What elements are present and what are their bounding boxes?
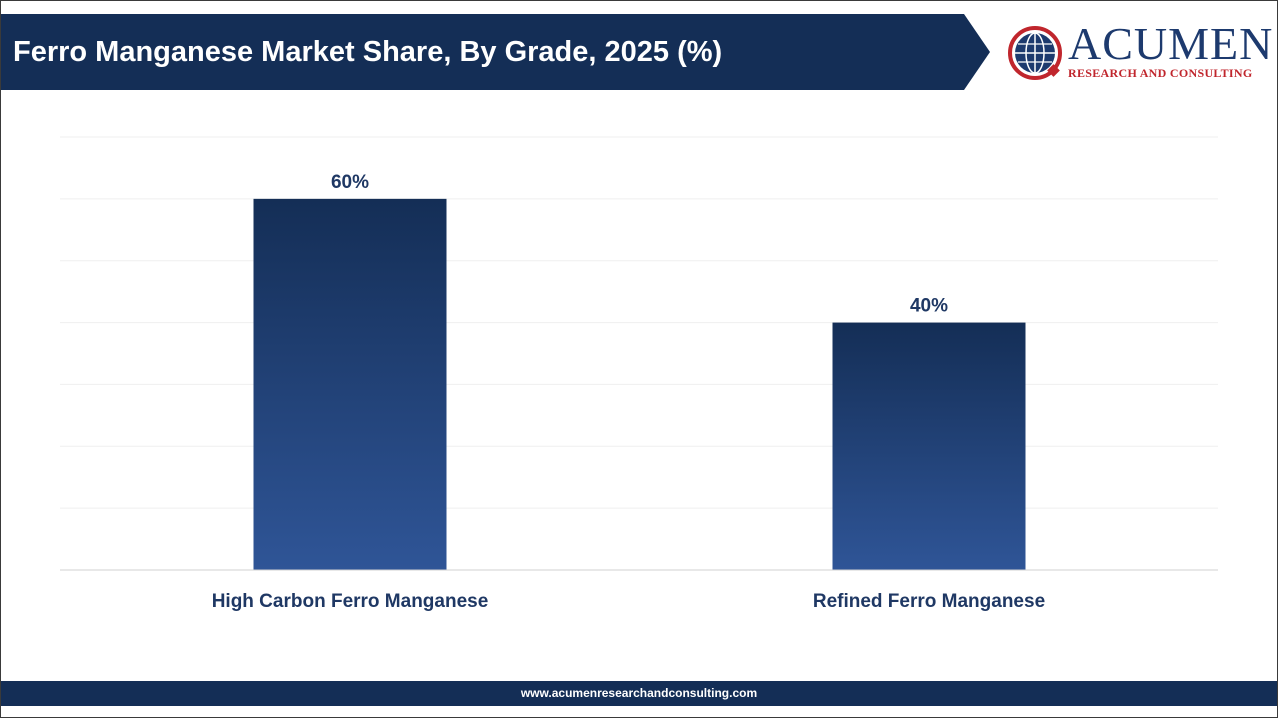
globe-icon [1008,26,1062,80]
logo-name: ACUMEN [1068,18,1274,69]
title-banner-shape [1,14,990,90]
data-label: 40% [910,296,948,317]
footer-bar: www.acumenresearchandconsulting.com [1,681,1277,706]
category-label: High Carbon Ferro Manganese [212,591,489,612]
data-label: 60% [331,172,369,193]
gridlines [60,136,1218,509]
chart-title: Ferro Manganese Market Share, By Grade, … [13,36,723,68]
logo-tagline: RESEARCH AND CONSULTING [1068,66,1253,80]
acumen-logo: ACUMEN RESEARCH AND CONSULTING [1004,20,1272,86]
category-label: Refined Ferro Manganese [813,591,1045,612]
bar [253,198,447,570]
title-banner: Ferro Manganese Market Share, By Grade, … [1,14,991,90]
bars: 60% High Carbon Ferro Manganese 40% Refined… [212,172,1045,612]
footer-url[interactable]: www.acumenresearchandconsulting.com [520,686,758,700]
bar [832,322,1026,570]
